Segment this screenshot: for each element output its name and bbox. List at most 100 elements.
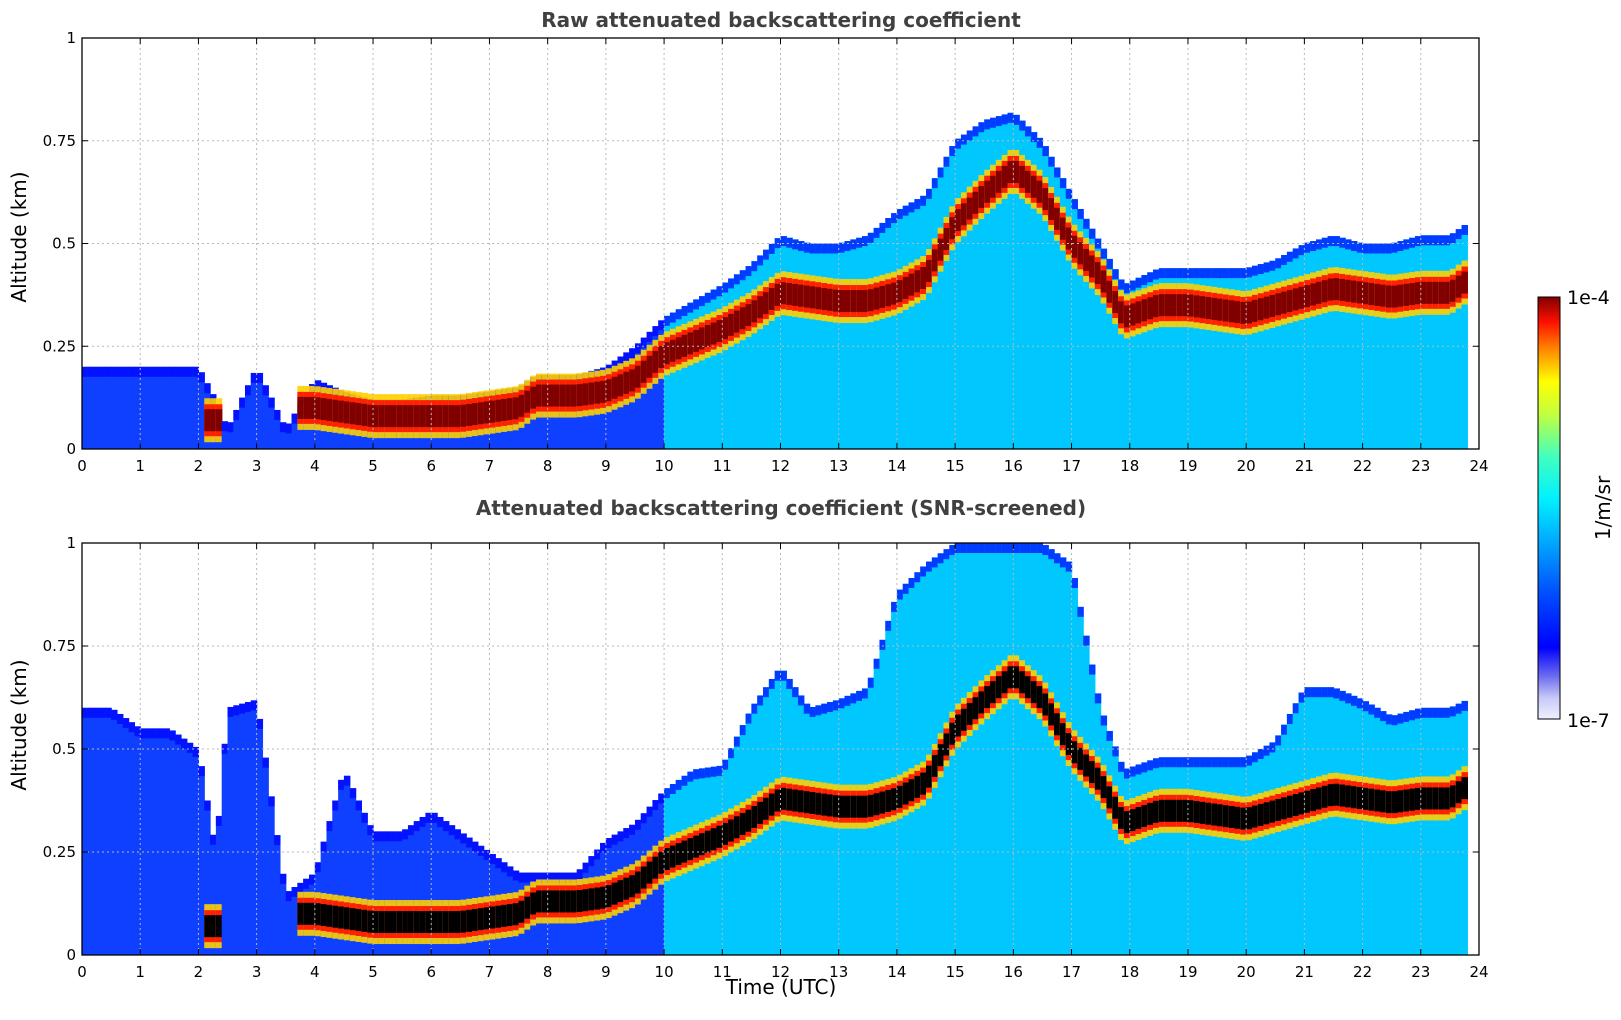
layer-core <box>1094 262 1102 285</box>
field-edge <box>1222 757 1230 768</box>
layer-core <box>1397 284 1404 307</box>
layer-core <box>664 848 671 871</box>
snr-panel-title: Attenuated backscattering coefficient (S… <box>476 496 1086 520</box>
layer-core <box>1164 294 1172 317</box>
layer-core <box>582 889 590 912</box>
layer-core <box>466 909 473 932</box>
field-strip <box>1135 277 1142 449</box>
field-edge <box>1409 237 1416 248</box>
layer-core <box>658 851 665 874</box>
field-edge <box>349 788 357 799</box>
field-strip <box>1257 749 1265 955</box>
layer-core <box>1118 807 1125 830</box>
field-strip <box>1147 760 1154 955</box>
layer-core <box>926 260 933 283</box>
field-strip <box>437 816 444 955</box>
field-edge <box>303 878 310 889</box>
field-edge <box>256 372 264 383</box>
field-edge <box>873 658 881 669</box>
field-edge <box>367 825 374 836</box>
layer-core <box>1042 188 1049 211</box>
x-tick-label: 4 <box>310 963 320 981</box>
x-tick-label: 16 <box>1004 963 1023 981</box>
layer-core <box>210 409 217 432</box>
field-edge <box>1205 268 1212 279</box>
field-strip <box>658 320 665 449</box>
layer-core <box>949 722 956 745</box>
layer-core <box>1071 235 1078 258</box>
field-edge <box>879 222 886 233</box>
field-strip <box>1397 241 1404 449</box>
field-strip <box>425 812 432 955</box>
layer-core <box>786 283 793 306</box>
field-edge <box>623 352 630 363</box>
field-edge <box>1240 757 1247 768</box>
field-strip <box>116 713 124 955</box>
layer-core <box>1333 278 1340 301</box>
field-strip <box>1368 704 1375 955</box>
field-strip <box>1036 137 1044 450</box>
field-edge <box>803 242 811 253</box>
field-strip <box>151 728 159 955</box>
field-edge <box>1281 255 1288 266</box>
field-edge <box>1327 687 1335 698</box>
layer-core <box>1304 790 1311 813</box>
field-strip <box>291 887 298 955</box>
layer-core <box>495 399 502 422</box>
layer-core <box>902 276 910 299</box>
x-tick-label: 22 <box>1353 963 1372 981</box>
field-strip <box>739 270 747 449</box>
field-strip <box>1007 543 1014 955</box>
x-tick-label: 14 <box>887 963 906 981</box>
layer-core <box>1123 305 1131 328</box>
field-edge <box>809 243 817 254</box>
field-strip <box>1333 236 1340 449</box>
field-edge <box>716 765 723 776</box>
field-strip <box>1449 706 1457 955</box>
field-edge <box>995 116 1003 127</box>
x-tick-label: 9 <box>601 963 611 981</box>
field-strip <box>373 831 380 955</box>
field-strip <box>1310 241 1317 449</box>
field-edge <box>320 841 328 852</box>
field-strip <box>1269 742 1276 955</box>
field-edge <box>87 707 95 718</box>
layer-core <box>541 890 549 913</box>
layer-core <box>978 186 985 209</box>
x-tick-label: 17 <box>1062 457 1081 475</box>
field-strip <box>431 812 438 955</box>
field-edge <box>1019 543 1026 553</box>
field-strip <box>279 873 287 955</box>
field-strip <box>1461 225 1468 449</box>
layer-core <box>1316 281 1323 304</box>
y-tick-label: 1 <box>66 534 76 552</box>
field-strip <box>1059 178 1067 449</box>
colorbar-max-label: 1e-4 <box>1567 287 1610 309</box>
field-strip <box>844 241 851 449</box>
field-edge <box>768 243 776 254</box>
layer-core <box>1187 294 1195 317</box>
layer-core <box>1013 160 1020 183</box>
layer-core <box>687 838 694 861</box>
field-strip <box>419 816 427 955</box>
field-strip <box>995 116 1003 449</box>
layer-core <box>1007 160 1014 183</box>
field-strip <box>274 835 281 955</box>
field-edge <box>1019 120 1026 131</box>
field-strip <box>1222 268 1230 449</box>
field-edge <box>314 380 322 391</box>
layer-core <box>640 866 648 889</box>
field-strip <box>1199 268 1207 449</box>
layer-core <box>454 911 461 934</box>
field-edge <box>1228 757 1236 768</box>
field-strip <box>140 366 147 449</box>
field-edge <box>250 700 258 711</box>
field-edge <box>797 241 805 252</box>
field-edge <box>669 784 677 795</box>
field-edge <box>832 243 840 254</box>
field-edge <box>1409 710 1416 721</box>
layer-core <box>1246 301 1253 324</box>
field-strip <box>128 366 135 449</box>
layer-core <box>390 911 397 934</box>
field-edge <box>1083 635 1090 646</box>
